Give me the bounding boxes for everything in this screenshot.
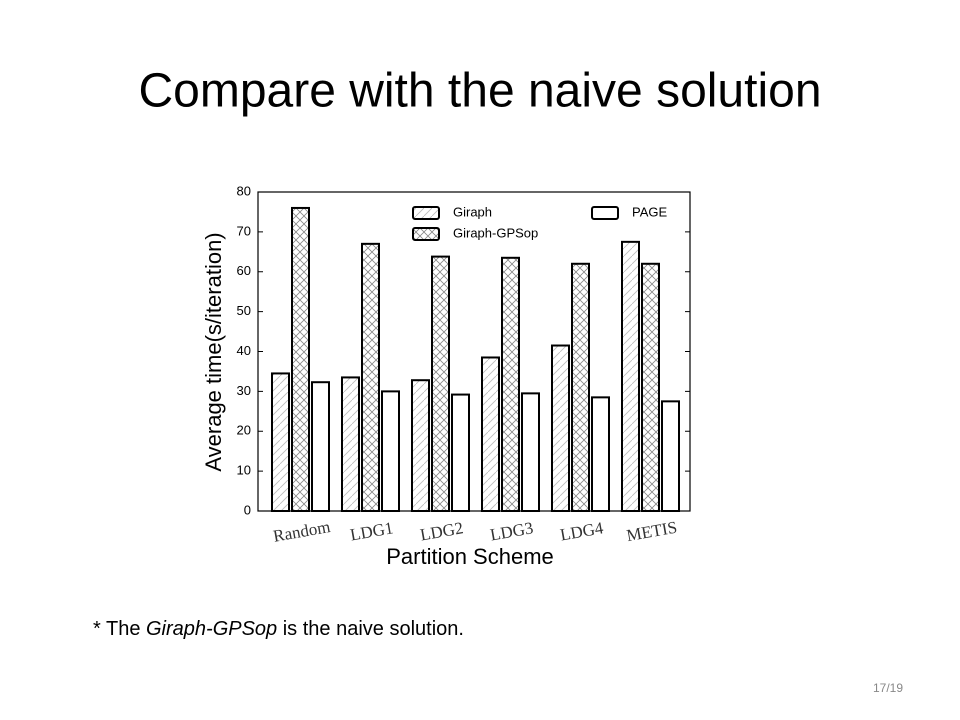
bar [311,381,330,512]
footnote: * The Giraph-GPSop is the naive solution… [93,618,464,640]
bar [621,240,640,512]
legend-swatch [412,206,440,220]
x-tick-label: LDG1 [349,518,395,544]
bar [521,392,540,512]
y-tick-label: 50 [237,303,251,318]
bar [481,356,500,513]
y-tick-label: 10 [237,463,251,478]
y-tick-label: 20 [237,423,251,438]
x-axis-title: Partition Scheme [386,544,554,569]
x-tick-label: LDG2 [419,518,465,544]
footnote-text: is the naive solution. [277,618,464,640]
y-tick-label: 80 [237,183,251,198]
x-tick-label: LDG4 [559,518,606,544]
bar [551,344,570,512]
legend-label: Giraph-GPSop [453,225,538,240]
bar [381,390,400,512]
y-tick-label: 40 [237,343,251,358]
legend-label: Giraph [453,204,492,219]
bar [451,393,470,512]
bar [431,255,450,512]
bar [411,379,430,512]
x-tick-label: METIS [625,518,679,546]
slide-title: Compare with the naive solution [138,65,821,118]
footnote-emphasis: Giraph-GPSop [146,618,277,640]
bar [571,262,590,512]
bar [341,376,360,513]
x-tick-label: Random [272,517,332,546]
bar [291,206,310,512]
y-tick-label: 70 [237,223,251,238]
legend-label: PAGE [632,204,667,219]
y-tick-label: 0 [244,502,251,517]
x-tick-label: LDG3 [489,518,535,544]
y-tick-label: 60 [237,263,251,278]
bar [591,396,610,513]
bar [501,256,520,513]
bar [641,262,660,512]
y-axis-title: Average time(s/iteration) [201,232,226,471]
bar [661,400,680,512]
legend-swatch [412,227,440,241]
page-number: 17/19 [873,681,903,695]
bar [361,242,380,512]
y-tick-label: 30 [237,383,251,398]
bar [271,372,290,512]
footnote-text: * The [93,618,146,640]
legend-swatch [591,206,619,220]
